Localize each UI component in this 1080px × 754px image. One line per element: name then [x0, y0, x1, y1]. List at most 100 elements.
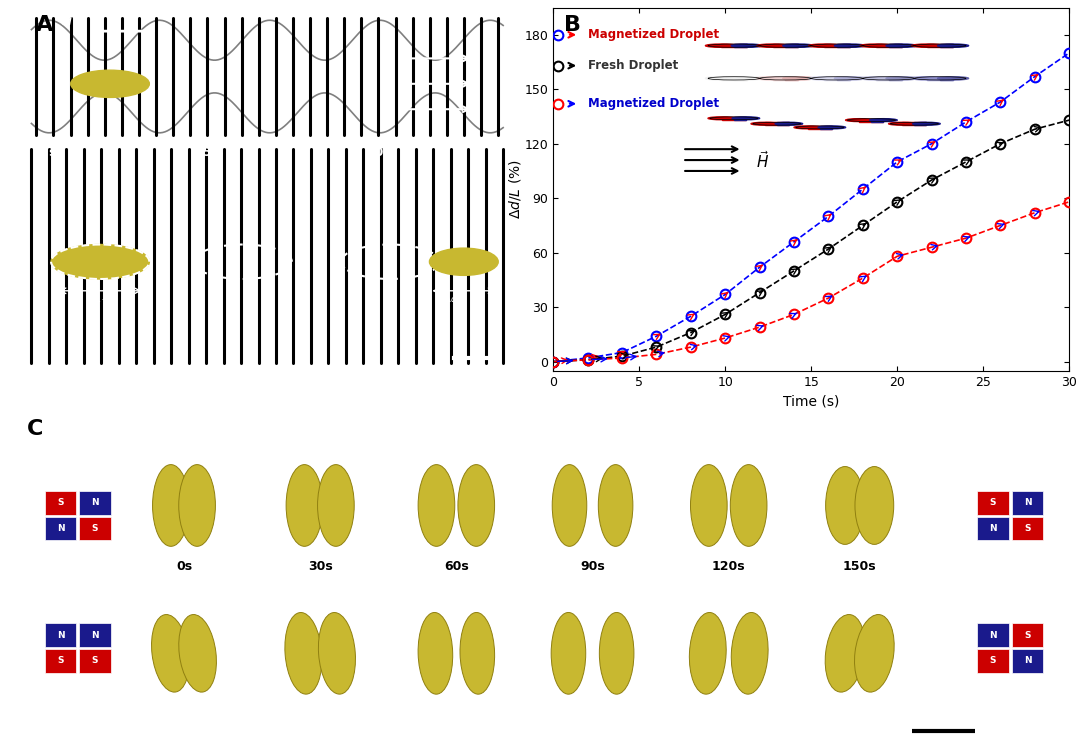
- Bar: [860, 118, 883, 121]
- Bar: [1012, 516, 1043, 541]
- Text: $\leftarrow \Delta d \rightarrow$: $\leftarrow \Delta d \rightarrow$: [434, 293, 465, 304]
- Bar: [941, 77, 954, 80]
- Ellipse shape: [690, 464, 727, 547]
- Ellipse shape: [886, 44, 917, 48]
- Bar: [977, 516, 1009, 541]
- Bar: [808, 126, 832, 129]
- Bar: [733, 77, 746, 80]
- Ellipse shape: [757, 44, 788, 48]
- Bar: [785, 44, 798, 48]
- Ellipse shape: [598, 464, 633, 547]
- Bar: [1012, 649, 1043, 673]
- Ellipse shape: [937, 44, 969, 48]
- Text: $\vec{H}$: $\vec{H}$: [756, 149, 769, 170]
- Bar: [977, 649, 1009, 673]
- Bar: [889, 77, 902, 80]
- Ellipse shape: [418, 464, 455, 547]
- Bar: [733, 117, 746, 120]
- Bar: [772, 77, 798, 80]
- Ellipse shape: [809, 44, 839, 48]
- Ellipse shape: [705, 44, 737, 48]
- Text: N: N: [1024, 657, 1031, 666]
- Text: Magnetized Droplet: Magnetized Droplet: [588, 97, 719, 110]
- Text: $\leftarrow L \rightarrow$: $\leftarrow L \rightarrow$: [85, 293, 110, 304]
- Text: 90s: 90s: [580, 560, 605, 573]
- Bar: [79, 624, 111, 647]
- Bar: [889, 44, 902, 48]
- Ellipse shape: [551, 612, 585, 694]
- Text: N: N: [989, 524, 997, 533]
- Ellipse shape: [458, 464, 495, 547]
- Ellipse shape: [179, 615, 216, 692]
- Ellipse shape: [889, 122, 916, 125]
- Bar: [777, 122, 788, 125]
- Bar: [941, 44, 954, 48]
- Text: 150s: 150s: [842, 560, 877, 573]
- Bar: [928, 44, 954, 48]
- Text: S: S: [989, 498, 996, 507]
- Bar: [903, 122, 927, 125]
- Text: 60s: 60s: [444, 560, 469, 573]
- Text: S: S: [57, 498, 64, 507]
- Ellipse shape: [179, 464, 215, 547]
- Text: S: S: [1024, 524, 1030, 533]
- Ellipse shape: [708, 117, 735, 120]
- Ellipse shape: [285, 612, 322, 694]
- Text: S: S: [1024, 631, 1030, 640]
- Text: S: S: [92, 657, 98, 666]
- Ellipse shape: [783, 44, 814, 48]
- Ellipse shape: [846, 118, 873, 121]
- Ellipse shape: [730, 464, 767, 547]
- Ellipse shape: [552, 464, 586, 547]
- Text: $\vec{H}$: $\vec{H}$: [60, 10, 73, 29]
- Ellipse shape: [751, 122, 779, 125]
- Bar: [79, 516, 111, 541]
- Bar: [915, 122, 927, 125]
- Ellipse shape: [854, 615, 894, 692]
- Bar: [79, 491, 111, 515]
- Ellipse shape: [912, 77, 943, 80]
- Bar: [733, 44, 746, 48]
- Bar: [824, 44, 850, 48]
- Ellipse shape: [705, 77, 737, 80]
- Bar: [44, 624, 77, 647]
- Bar: [837, 44, 850, 48]
- Text: C: C: [27, 418, 43, 439]
- Text: 30 s: 30 s: [365, 146, 394, 159]
- Text: Fresh Droplet: Fresh Droplet: [588, 59, 678, 72]
- Text: S: S: [92, 524, 98, 533]
- Ellipse shape: [731, 77, 762, 80]
- Text: N: N: [57, 631, 65, 640]
- Bar: [928, 77, 954, 80]
- Text: N: N: [989, 631, 997, 640]
- Bar: [721, 77, 746, 80]
- Bar: [79, 649, 111, 673]
- Ellipse shape: [819, 126, 846, 129]
- Text: A: A: [37, 15, 54, 35]
- Bar: [824, 77, 850, 80]
- Ellipse shape: [886, 77, 917, 80]
- Text: S: S: [57, 657, 64, 666]
- Ellipse shape: [152, 464, 189, 547]
- Ellipse shape: [937, 77, 969, 80]
- Ellipse shape: [861, 44, 891, 48]
- Ellipse shape: [913, 122, 941, 125]
- Bar: [765, 122, 788, 125]
- Ellipse shape: [835, 44, 865, 48]
- Bar: [837, 77, 850, 80]
- Ellipse shape: [775, 122, 802, 125]
- Ellipse shape: [430, 248, 498, 275]
- Ellipse shape: [460, 612, 495, 694]
- Ellipse shape: [70, 70, 149, 97]
- Bar: [44, 491, 77, 515]
- Bar: [721, 44, 746, 48]
- Bar: [1012, 624, 1043, 647]
- Bar: [772, 44, 798, 48]
- Bar: [876, 44, 902, 48]
- Bar: [1012, 491, 1043, 515]
- Text: N: N: [1024, 498, 1031, 507]
- Ellipse shape: [794, 126, 822, 129]
- Ellipse shape: [286, 464, 323, 547]
- Bar: [721, 117, 746, 120]
- Text: 30s: 30s: [308, 560, 333, 573]
